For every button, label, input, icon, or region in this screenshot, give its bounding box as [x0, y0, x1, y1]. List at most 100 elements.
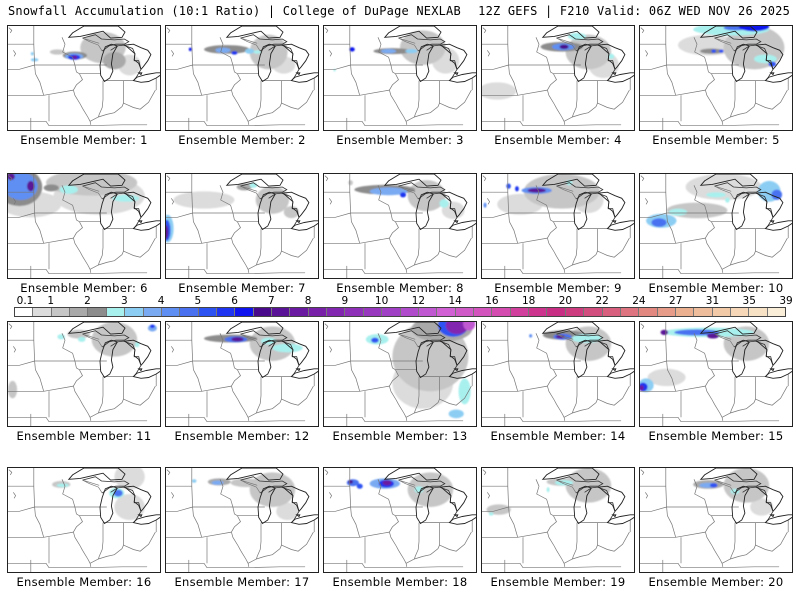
state-boundary: [13, 50, 17, 57]
state-boundary: [640, 506, 739, 512]
colorbar-swatch: [143, 308, 162, 316]
state-boundary: [219, 185, 234, 214]
great-lake-shoreline: [290, 72, 318, 83]
ensemble-member-label: Ensemble Member: 20: [648, 575, 784, 589]
great-lake-shoreline: [448, 220, 476, 231]
state-boundary: [405, 417, 408, 421]
state-boundary: [8, 268, 148, 275]
state-boundary: [563, 417, 566, 421]
state-boundary: [508, 506, 519, 538]
colorbar-swatch: [51, 308, 71, 316]
state-boundary: [73, 64, 91, 122]
state-boundary: [482, 416, 622, 423]
state-boundary: [482, 360, 581, 366]
snowfall-contour: [400, 192, 407, 198]
state-boundary: [721, 563, 724, 567]
snowfall-contour: [458, 378, 471, 405]
snowfall-contour: [725, 197, 730, 203]
colorbar-swatch: [749, 308, 768, 316]
colorbar-tick-label: 4: [157, 295, 165, 307]
state-boundary: [535, 479, 550, 508]
great-lake-shoreline: [132, 514, 160, 525]
state-boundary: [714, 185, 735, 200]
state-boundary: [166, 469, 171, 476]
great-lake-shoreline: [290, 368, 318, 379]
great-lake-shoreline: [755, 485, 784, 513]
colorbar-swatch: [473, 308, 493, 316]
great-lake-shoreline: [541, 468, 600, 481]
state-boundary: [693, 185, 708, 214]
state-boundary: [192, 212, 203, 244]
great-lake-shoreline: [281, 191, 310, 219]
state-boundary: [33, 468, 35, 508]
state-boundary: [324, 27, 329, 34]
state-boundary: [705, 212, 723, 270]
colorbar-swatch: [565, 308, 585, 316]
state-boundary: [329, 198, 333, 205]
snowfall-contour: [30, 52, 34, 56]
state-boundary: [482, 120, 622, 127]
great-lake-shoreline: [573, 191, 593, 231]
state-boundary: [89, 89, 156, 122]
great-lake-shoreline: [764, 220, 792, 231]
colorbar-swatch: [327, 308, 346, 316]
state-boundary: [324, 416, 464, 423]
state-boundary: [640, 562, 780, 569]
state-boundary: [191, 26, 193, 66]
great-lake-shoreline: [606, 514, 634, 525]
great-lake-shoreline: [597, 485, 626, 513]
state-boundary: [405, 237, 472, 270]
run-valid-time: 12Z GEFS | F210 Valid: 06Z WED NOV 26 20…: [478, 4, 790, 18]
snowfall-contour: [567, 32, 587, 40]
state-boundary: [324, 323, 329, 330]
great-lake-shoreline: [606, 72, 634, 83]
state-boundary: [324, 385, 390, 392]
colorbar-tick-label: 5: [194, 295, 202, 307]
great-lake-shoreline: [281, 485, 310, 513]
great-lake-shoreline: [699, 322, 758, 335]
colorbar-swatch: [400, 308, 419, 316]
colorbar-swatch: [418, 308, 438, 316]
great-lake-shoreline: [699, 26, 758, 39]
great-lake-shoreline: [541, 322, 600, 335]
state-boundary: [166, 562, 306, 569]
great-lake-shoreline: [606, 220, 634, 231]
snowfall-contour: [660, 329, 669, 335]
snowfall-contour: [647, 368, 686, 387]
snowfall-map: [482, 322, 634, 426]
great-lake-shoreline: [541, 174, 600, 187]
snowfall-contour: [482, 82, 517, 100]
state-boundary: [721, 531, 788, 564]
state-boundary: [350, 506, 361, 538]
state-boundary: [171, 50, 175, 57]
state-boundary: [61, 333, 76, 362]
state-boundary: [389, 360, 407, 418]
state-boundary: [349, 468, 351, 508]
great-lake-shoreline: [257, 43, 277, 83]
state-boundary: [324, 531, 390, 538]
state-boundary: [640, 175, 645, 182]
state-boundary: [349, 174, 351, 214]
colorbar-tick-labels: 0.1 1 2 3 4 5 6 7 8 9 10 12 14 16 18 20 22 24 27 31 35 39: [14, 295, 793, 307]
ensemble-member-label: Ensemble Member: 18: [332, 575, 468, 589]
state-boundary: [191, 322, 193, 362]
state-boundary: [82, 479, 103, 494]
colorbar-swatch: [308, 308, 328, 316]
state-boundary: [714, 37, 735, 52]
state-boundary: [705, 506, 723, 564]
snowfall-field: [191, 472, 299, 520]
state-boundary: [8, 562, 148, 569]
coastline: [240, 330, 288, 348]
state-boundary: [166, 64, 265, 70]
state-boundary: [247, 531, 314, 564]
state-boundary: [240, 333, 261, 348]
colorbar-tick-label: 2: [84, 295, 91, 307]
state-boundary: [219, 479, 234, 508]
great-lake-shoreline: [225, 322, 284, 335]
colorbar-tick-label: 14: [448, 295, 462, 307]
state-boundary: [219, 37, 234, 66]
colorbar-tick-label: 8: [304, 295, 312, 307]
great-lake-shoreline: [99, 339, 119, 379]
state-boundary: [482, 385, 548, 392]
snowfall-contour: [245, 48, 255, 54]
